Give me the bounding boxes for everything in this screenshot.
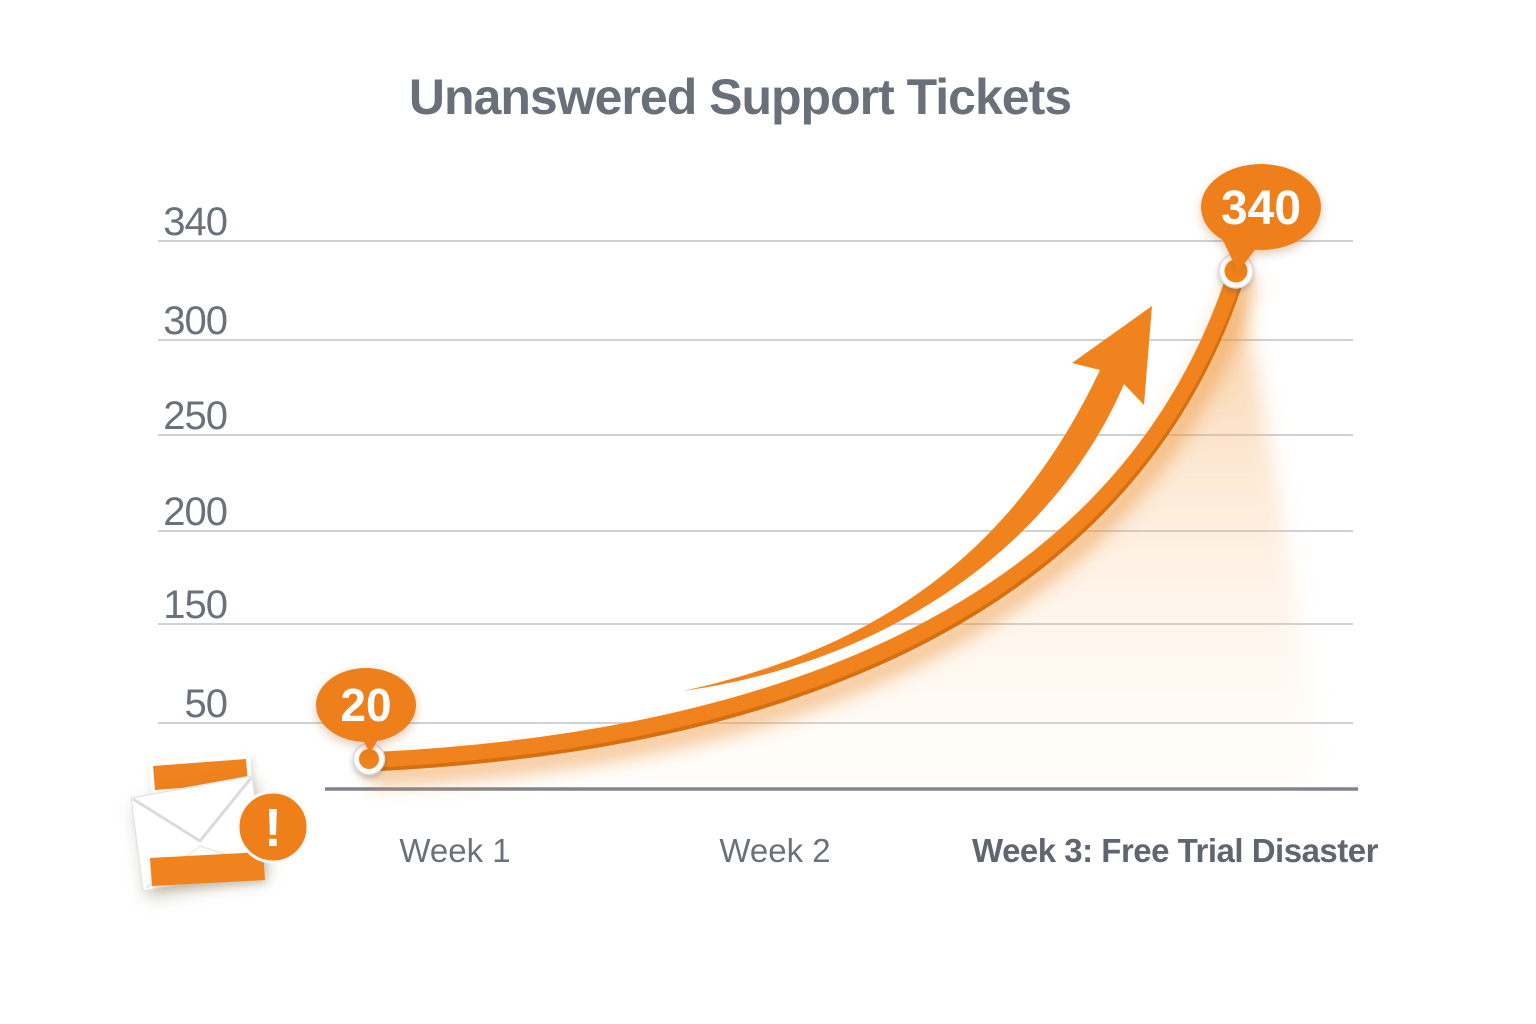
envelope-alert-icon: ! bbox=[130, 754, 310, 892]
alert-badge: ! bbox=[236, 790, 310, 864]
end-value-label: 340 bbox=[1221, 182, 1301, 235]
curve-glow bbox=[368, 276, 1255, 785]
y-tick-label: 150 bbox=[163, 583, 227, 627]
y-tick-label: 250 bbox=[163, 394, 227, 438]
end-bubble-body bbox=[1201, 164, 1321, 250]
area-fill bbox=[369, 271, 1317, 784]
end-value-bubble: 340 bbox=[1201, 164, 1321, 272]
exclamation-icon: ! bbox=[264, 798, 282, 858]
y-tick-label: 200 bbox=[163, 490, 227, 534]
x-label-week2: Week 2 bbox=[719, 832, 830, 869]
trend-arrow-icon bbox=[683, 306, 1152, 691]
x-label-week1: Week 1 bbox=[399, 832, 510, 869]
ticket-curve bbox=[361, 263, 1244, 768]
envelope-flap-line bbox=[132, 777, 253, 843]
x-label-week3: Week 3: Free Trial Disaster bbox=[972, 832, 1379, 869]
start-value-label: 20 bbox=[340, 679, 391, 731]
x-axis-labels: Week 1 Week 2 Week 3: Free Trial Disaste… bbox=[399, 832, 1379, 869]
alert-badge-circle bbox=[236, 790, 310, 864]
y-tick-label: 300 bbox=[163, 299, 227, 343]
chart-title: Unanswered Support Tickets bbox=[409, 69, 1071, 125]
start-marker-dot bbox=[359, 749, 379, 769]
front-sheet-band bbox=[150, 852, 265, 886]
start-bubble-body bbox=[316, 668, 416, 742]
envelope-front-sheet bbox=[150, 852, 265, 886]
y-tick-label: 340 bbox=[163, 200, 227, 244]
start-value-bubble: 20 bbox=[316, 668, 416, 753]
y-tick-label: 50 bbox=[185, 682, 228, 726]
y-axis-labels: 340 300 250 200 150 50 bbox=[163, 200, 228, 726]
